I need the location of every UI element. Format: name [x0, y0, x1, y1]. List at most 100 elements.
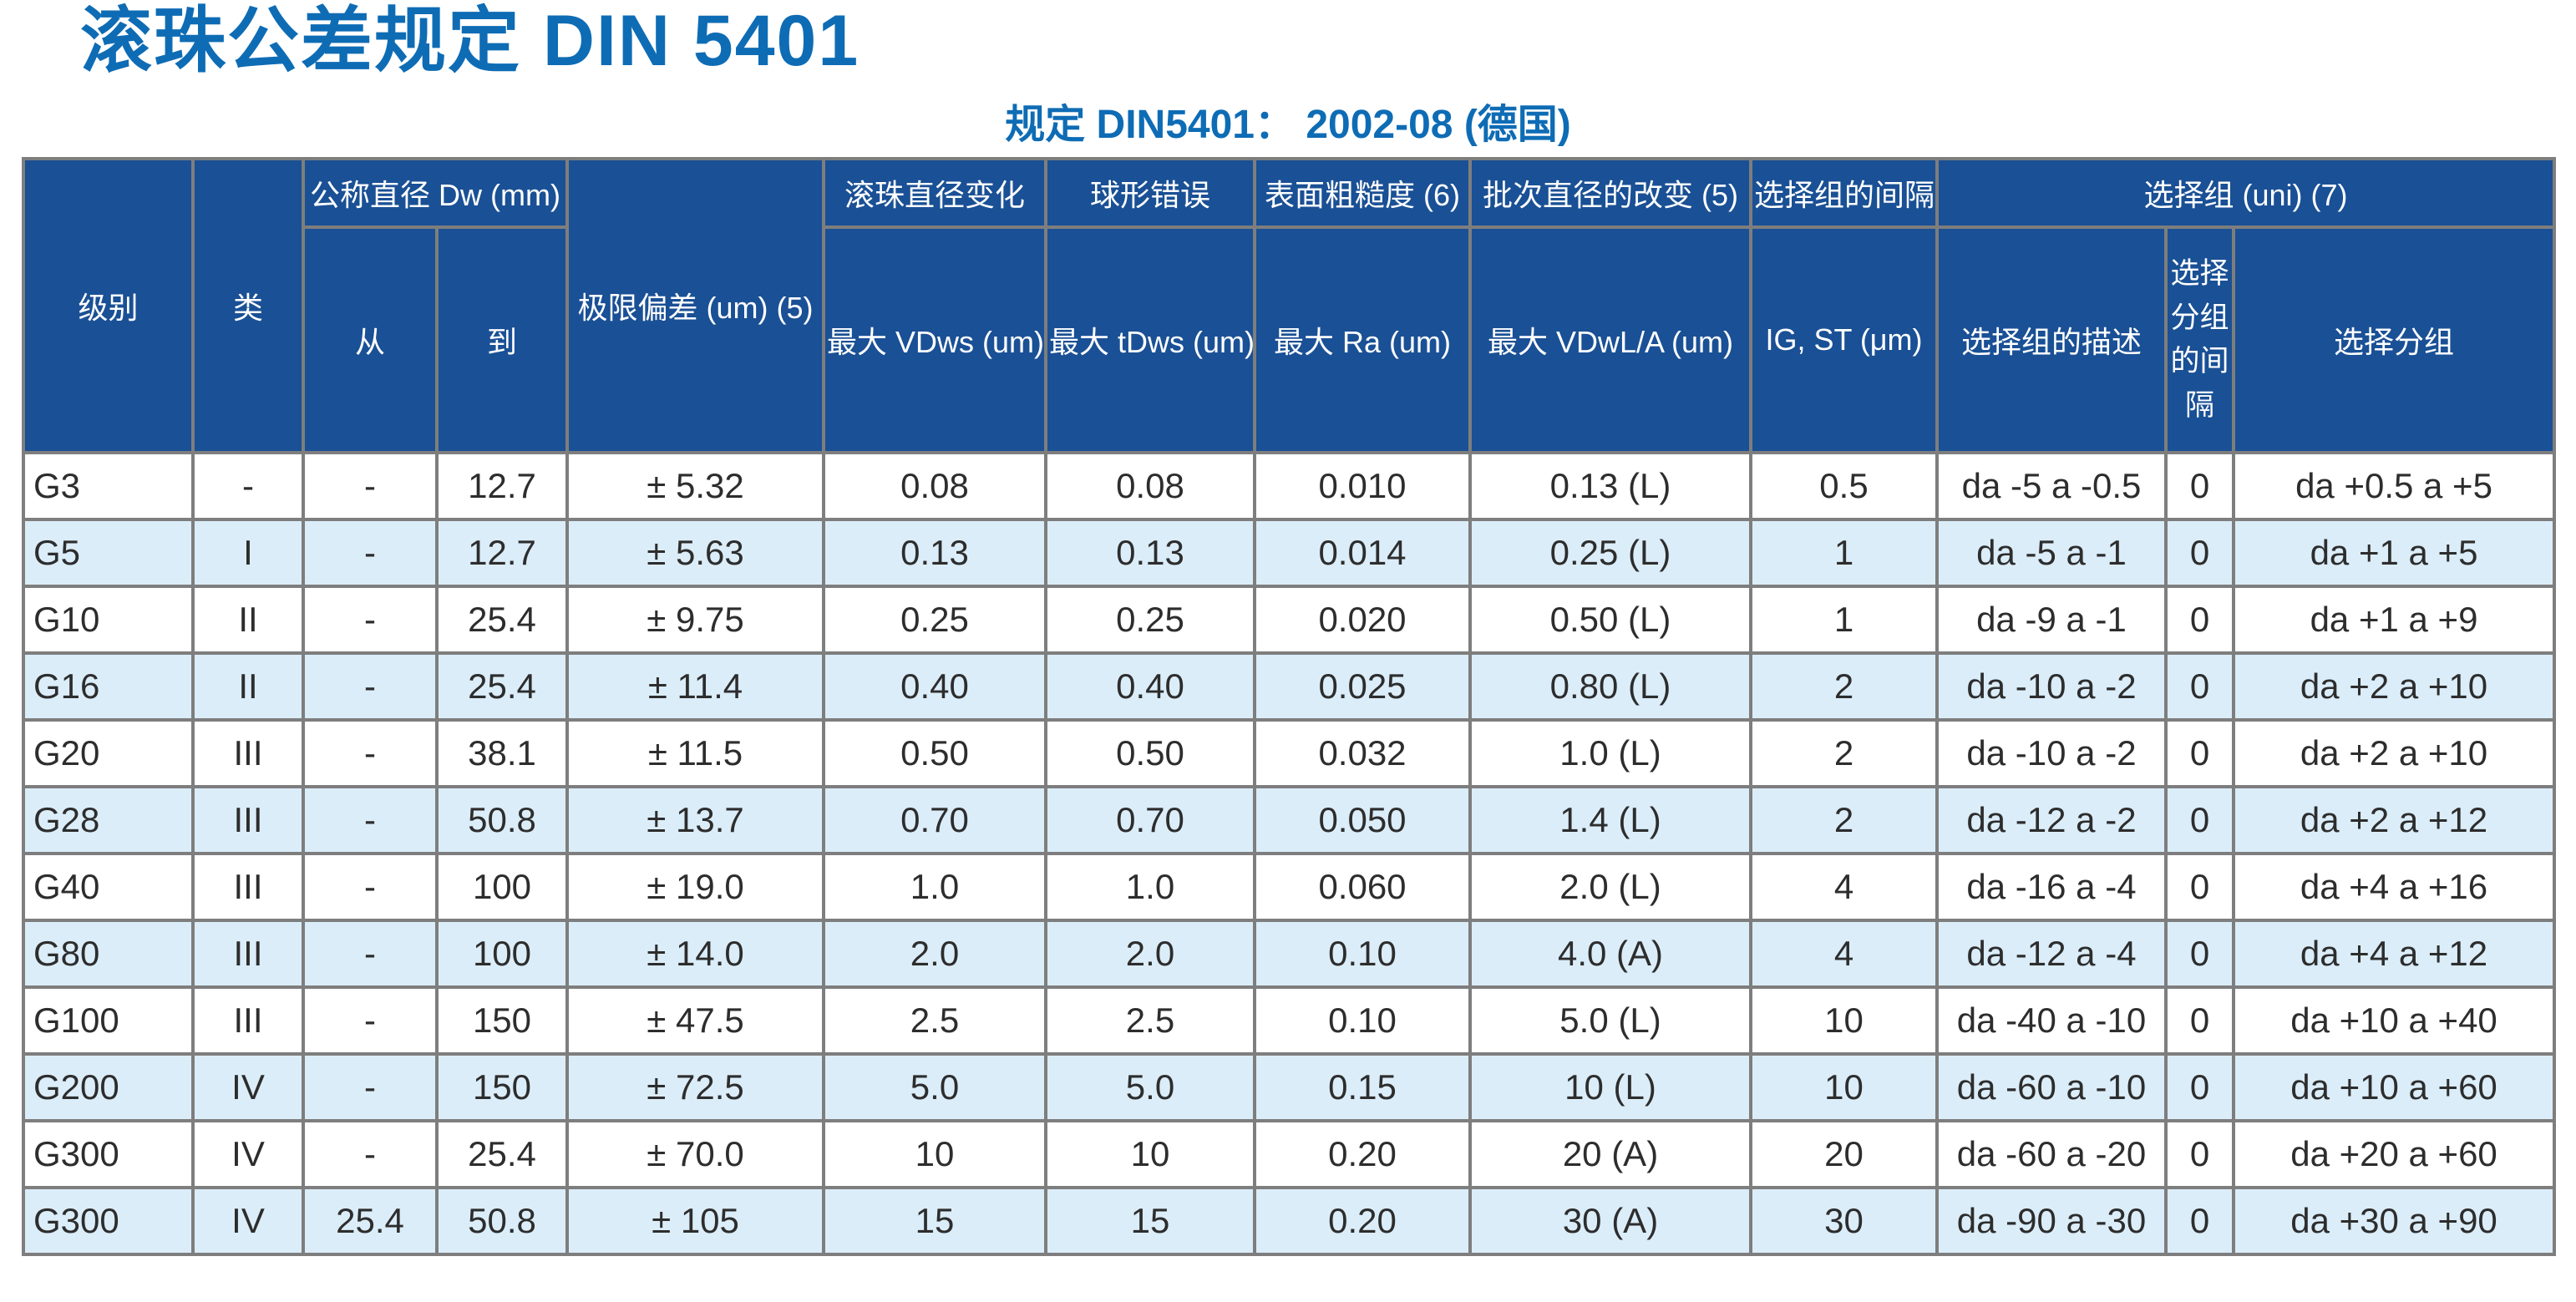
cell-selection-subgroup-interval: 0: [2164, 852, 2235, 922]
cell-to: 100: [435, 852, 569, 922]
cell-max-vdws: 10: [822, 1119, 1047, 1189]
table-row: G20 III -38.1 ± 11.5 0.50 0.50 0.032 1.0 (L) 2 da…: [22, 718, 2557, 788]
cell-selection-subgroup-interval: 0: [2164, 785, 2235, 855]
cell-selection-subgroup: da +20 a +60: [2231, 1119, 2557, 1189]
table-row: G3- -12.7 ± 5.32 0.08 0.08 0.010 0.13 (L) 0.5 da…: [22, 451, 2557, 521]
cell-selection-subgroup-interval: 0: [2164, 585, 2235, 655]
cell-selection-group-desc: da -12 a -2: [1935, 785, 2168, 855]
col-header-ball-diameter-variation: 滚珠直径变化: [822, 157, 1047, 229]
table-body: G3- -12.7 ± 5.32 0.08 0.08 0.010 0.13 (L) 0.5 da…: [22, 451, 2557, 1256]
cell-max-tdws: 0.13: [1044, 518, 1256, 588]
cell-to: 150: [435, 985, 569, 1056]
cell-max-vdwl-a: 0.25 (L): [1468, 518, 1752, 588]
cell-selection-group-desc: da -5 a -0.5: [1935, 451, 2168, 521]
cell-limit-deviation: ± 19.0: [565, 852, 825, 922]
col-header-nominal-diameter: 公称直径 Dw (mm): [302, 157, 569, 229]
col-header-lot-diameter-variation: 批次直径的改变 (5): [1468, 157, 1752, 229]
cell-selection-subgroup: da +4 a +12: [2231, 919, 2557, 989]
cell-max-ra: 0.014: [1253, 518, 1472, 588]
cell-selection-subgroup-interval: 0: [2164, 1052, 2235, 1122]
cell-to: 38.1: [435, 718, 569, 788]
cell-max-vdwl-a: 0.80 (L): [1468, 651, 1752, 722]
cell-from: -: [302, 852, 439, 922]
table-row: G5 I -12.7 ± 5.63 0.13 0.13 0.014 0.25 (L) 1 da -…: [22, 518, 2557, 588]
din5401-tolerance-table: 级别 类 公称直径 Dw (mm) 极限偏差 (um) (5) 滚珠直径变化 球…: [22, 157, 2557, 1256]
cell-selection-subgroup-interval: 0: [2164, 1119, 2235, 1189]
cell-max-tdws: 0.70: [1044, 785, 1256, 855]
col-header-to: 到: [435, 225, 569, 454]
cell-level: G300: [22, 1119, 195, 1189]
cell-selection-subgroup-interval: 0: [2164, 518, 2235, 588]
cell-ig-st: 4: [1749, 919, 1939, 989]
cell-selection-group-desc: da -60 a -20: [1935, 1119, 2168, 1189]
cell-to: 25.4: [435, 1119, 569, 1189]
cell-selection-group-desc: da -60 a -10: [1935, 1052, 2168, 1122]
cell-from: -: [302, 451, 439, 521]
cell-level: G28: [22, 785, 195, 855]
cell-level: G16: [22, 651, 195, 722]
cell-from: 25.4: [302, 1186, 439, 1256]
cell-class: III: [191, 985, 305, 1056]
cell-limit-deviation: ± 11.5: [565, 718, 825, 788]
table-row: G16 II -25.4 ± 11.4 0.40 0.40 0.025 0.80 (L) 2 da…: [22, 651, 2557, 722]
col-header-ig-st: IG, ST (μm): [1749, 225, 1939, 454]
cell-limit-deviation: ± 47.5: [565, 985, 825, 1056]
cell-max-vdws: 0.50: [822, 718, 1047, 788]
col-header-max-ra: 最大 Ra (um): [1253, 225, 1472, 454]
cell-max-ra: 0.060: [1253, 852, 1472, 922]
cell-class: IV: [191, 1052, 305, 1122]
cell-level: G100: [22, 985, 195, 1056]
cell-level: G200: [22, 1052, 195, 1122]
cell-max-tdws: 0.40: [1044, 651, 1256, 722]
table-row: G80 III -100 ± 14.0 2.0 2.0 0.10 4.0 (A) 4 da -12…: [22, 919, 2557, 989]
cell-class: II: [191, 651, 305, 722]
cell-from: -: [302, 919, 439, 989]
cell-to: 25.4: [435, 651, 569, 722]
page-subtitle: 规定 DIN5401： 2002-08 (德国): [1005, 103, 1571, 147]
cell-limit-deviation: ± 70.0: [565, 1119, 825, 1189]
cell-max-vdws: 0.25: [822, 585, 1047, 655]
cell-selection-subgroup: da +2 a +10: [2231, 718, 2557, 788]
cell-from: -: [302, 985, 439, 1056]
cell-ig-st: 1: [1749, 585, 1939, 655]
table-row: G200 IV -150 ± 72.5 5.0 5.0 0.15 10 (L) 10 da -60…: [22, 1052, 2557, 1122]
cell-limit-deviation: ± 5.32: [565, 451, 825, 521]
cell-selection-subgroup-interval: 0: [2164, 1186, 2235, 1256]
cell-selection-subgroup: da +0.5 a +5: [2231, 451, 2557, 521]
cell-class: -: [191, 451, 305, 521]
cell-max-ra: 0.010: [1253, 451, 1472, 521]
cell-class: III: [191, 785, 305, 855]
cell-max-tdws: 15: [1044, 1186, 1256, 1256]
page-title: 滚珠公差规定 DIN 5401: [80, 1, 860, 81]
cell-ig-st: 4: [1749, 852, 1939, 922]
cell-to: 100: [435, 919, 569, 989]
cell-max-ra: 0.10: [1253, 985, 1472, 1056]
cell-selection-subgroup-interval: 0: [2164, 919, 2235, 989]
cell-class: II: [191, 585, 305, 655]
cell-limit-deviation: ± 9.75: [565, 585, 825, 655]
header-row-top: 级别 类 公称直径 Dw (mm) 极限偏差 (um) (5) 滚珠直径变化 球…: [22, 157, 2557, 454]
cell-max-tdws: 0.08: [1044, 451, 1256, 521]
col-header-spherical-error: 球形错误: [1044, 157, 1256, 229]
cell-max-ra: 0.10: [1253, 919, 1472, 989]
cell-class: IV: [191, 1186, 305, 1256]
cell-selection-subgroup: da +30 a +90: [2231, 1186, 2557, 1256]
cell-max-tdws: 0.50: [1044, 718, 1256, 788]
cell-max-vdwl-a: 0.50 (L): [1468, 585, 1752, 655]
cell-level: G5: [22, 518, 195, 588]
cell-max-vdwl-a: 4.0 (A): [1468, 919, 1752, 989]
table-row: G300 IV 25.4 50.8 ± 105 15 15 0.20 30 (A) 30 da -9…: [22, 1186, 2557, 1256]
cell-to: 12.7: [435, 451, 569, 521]
cell-to: 50.8: [435, 785, 569, 855]
cell-level: G10: [22, 585, 195, 655]
cell-selection-subgroup-interval: 0: [2164, 451, 2235, 521]
cell-to: 150: [435, 1052, 569, 1122]
cell-selection-subgroup: da +2 a +12: [2231, 785, 2557, 855]
cell-ig-st: 10: [1749, 985, 1939, 1056]
cell-max-ra: 0.20: [1253, 1186, 1472, 1256]
cell-ig-st: 2: [1749, 651, 1939, 722]
cell-max-vdws: 0.13: [822, 518, 1047, 588]
cell-selection-group-desc: da -90 a -30: [1935, 1186, 2168, 1256]
cell-selection-subgroup-interval: 0: [2164, 651, 2235, 722]
cell-class: III: [191, 919, 305, 989]
